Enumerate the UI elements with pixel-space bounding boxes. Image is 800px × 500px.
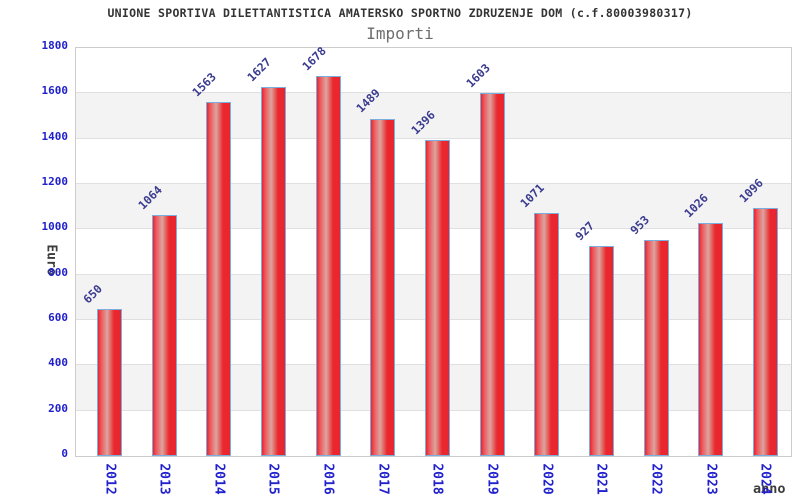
bar-2012 — [97, 308, 122, 456]
x-tick-label-2019: 2019 — [484, 463, 500, 495]
bar-2017 — [370, 118, 396, 456]
y-tick-label: 1600 — [41, 84, 69, 98]
x-tick-label-2015: 2015 — [265, 463, 281, 495]
bar-2020 — [534, 213, 560, 456]
bar-2014 — [206, 101, 232, 456]
bar-2024 — [752, 207, 778, 456]
y-tick-label: 1200 — [41, 175, 69, 188]
chart-title: UNIONE SPORTIVA DILETTANTISTICA AMATERSK… — [107, 6, 693, 20]
x-tick-label-2022: 2022 — [648, 463, 664, 495]
x-tick-label-2012: 2012 — [102, 463, 117, 495]
x-tick-label-2021: 2021 — [593, 463, 609, 495]
bar-2015 — [260, 87, 286, 456]
x-tick-label-2014: 2014 — [211, 463, 227, 495]
y-tick-label: 1800 — [41, 39, 69, 52]
bar-2021 — [588, 245, 614, 456]
x-tick-label-2020: 2020 — [539, 463, 555, 495]
x-tick-label-2016: 2016 — [320, 463, 336, 495]
x-tick-label-2017: 2017 — [375, 463, 391, 495]
gridline — [76, 92, 791, 94]
y-tick-label: 1400 — [41, 129, 69, 143]
y-tick-label: 800 — [48, 265, 68, 279]
bar-2018 — [424, 139, 450, 456]
y-tick-label: 600 — [48, 311, 68, 324]
bar-2023 — [698, 223, 724, 456]
bar-2019 — [479, 92, 505, 456]
x-tick-label-2023: 2023 — [703, 463, 719, 495]
y-tick-label: 1000 — [41, 220, 69, 234]
y-tick-label: 400 — [48, 356, 68, 370]
chart-subtitle: Importi — [366, 24, 434, 43]
x-tick-label-2024: 2024 — [757, 463, 773, 495]
background-band — [76, 93, 791, 139]
x-tick-label-2013: 2013 — [156, 463, 172, 495]
bar-2013 — [151, 214, 177, 456]
bar-2022 — [643, 240, 669, 456]
x-tick-label-2018: 2018 — [429, 463, 445, 495]
bar-2016 — [315, 75, 341, 456]
y-tick-label: 0 — [61, 447, 68, 460]
x-axis-title: anno — [753, 481, 786, 497]
plot-area: 650 1064 1563 1627 1678 1489 1396 1603 1071 927 95… — [75, 43, 792, 457]
background-band — [76, 48, 791, 94]
gridline — [76, 137, 791, 139]
y-tick-label: 200 — [48, 401, 68, 415]
